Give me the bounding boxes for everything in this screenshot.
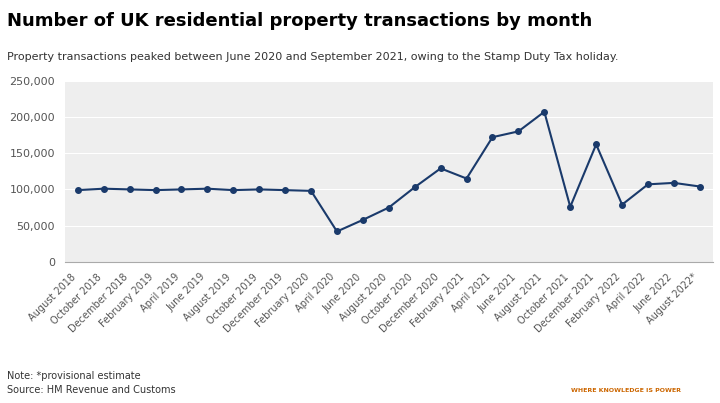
Text: World: World bbox=[642, 368, 683, 380]
Text: Source: HM Revenue and Customs: Source: HM Revenue and Customs bbox=[7, 385, 176, 395]
Text: Note: *provisional estimate: Note: *provisional estimate bbox=[7, 371, 141, 381]
Text: Property transactions peaked between June 2020 and September 2021, owing to the : Property transactions peaked between Jun… bbox=[7, 52, 618, 62]
Text: Number of UK residential property transactions by month: Number of UK residential property transa… bbox=[7, 12, 593, 30]
Text: WHERE KNOWLEDGE IS POWER: WHERE KNOWLEDGE IS POWER bbox=[572, 388, 681, 393]
Text: IBIS: IBIS bbox=[613, 368, 640, 380]
